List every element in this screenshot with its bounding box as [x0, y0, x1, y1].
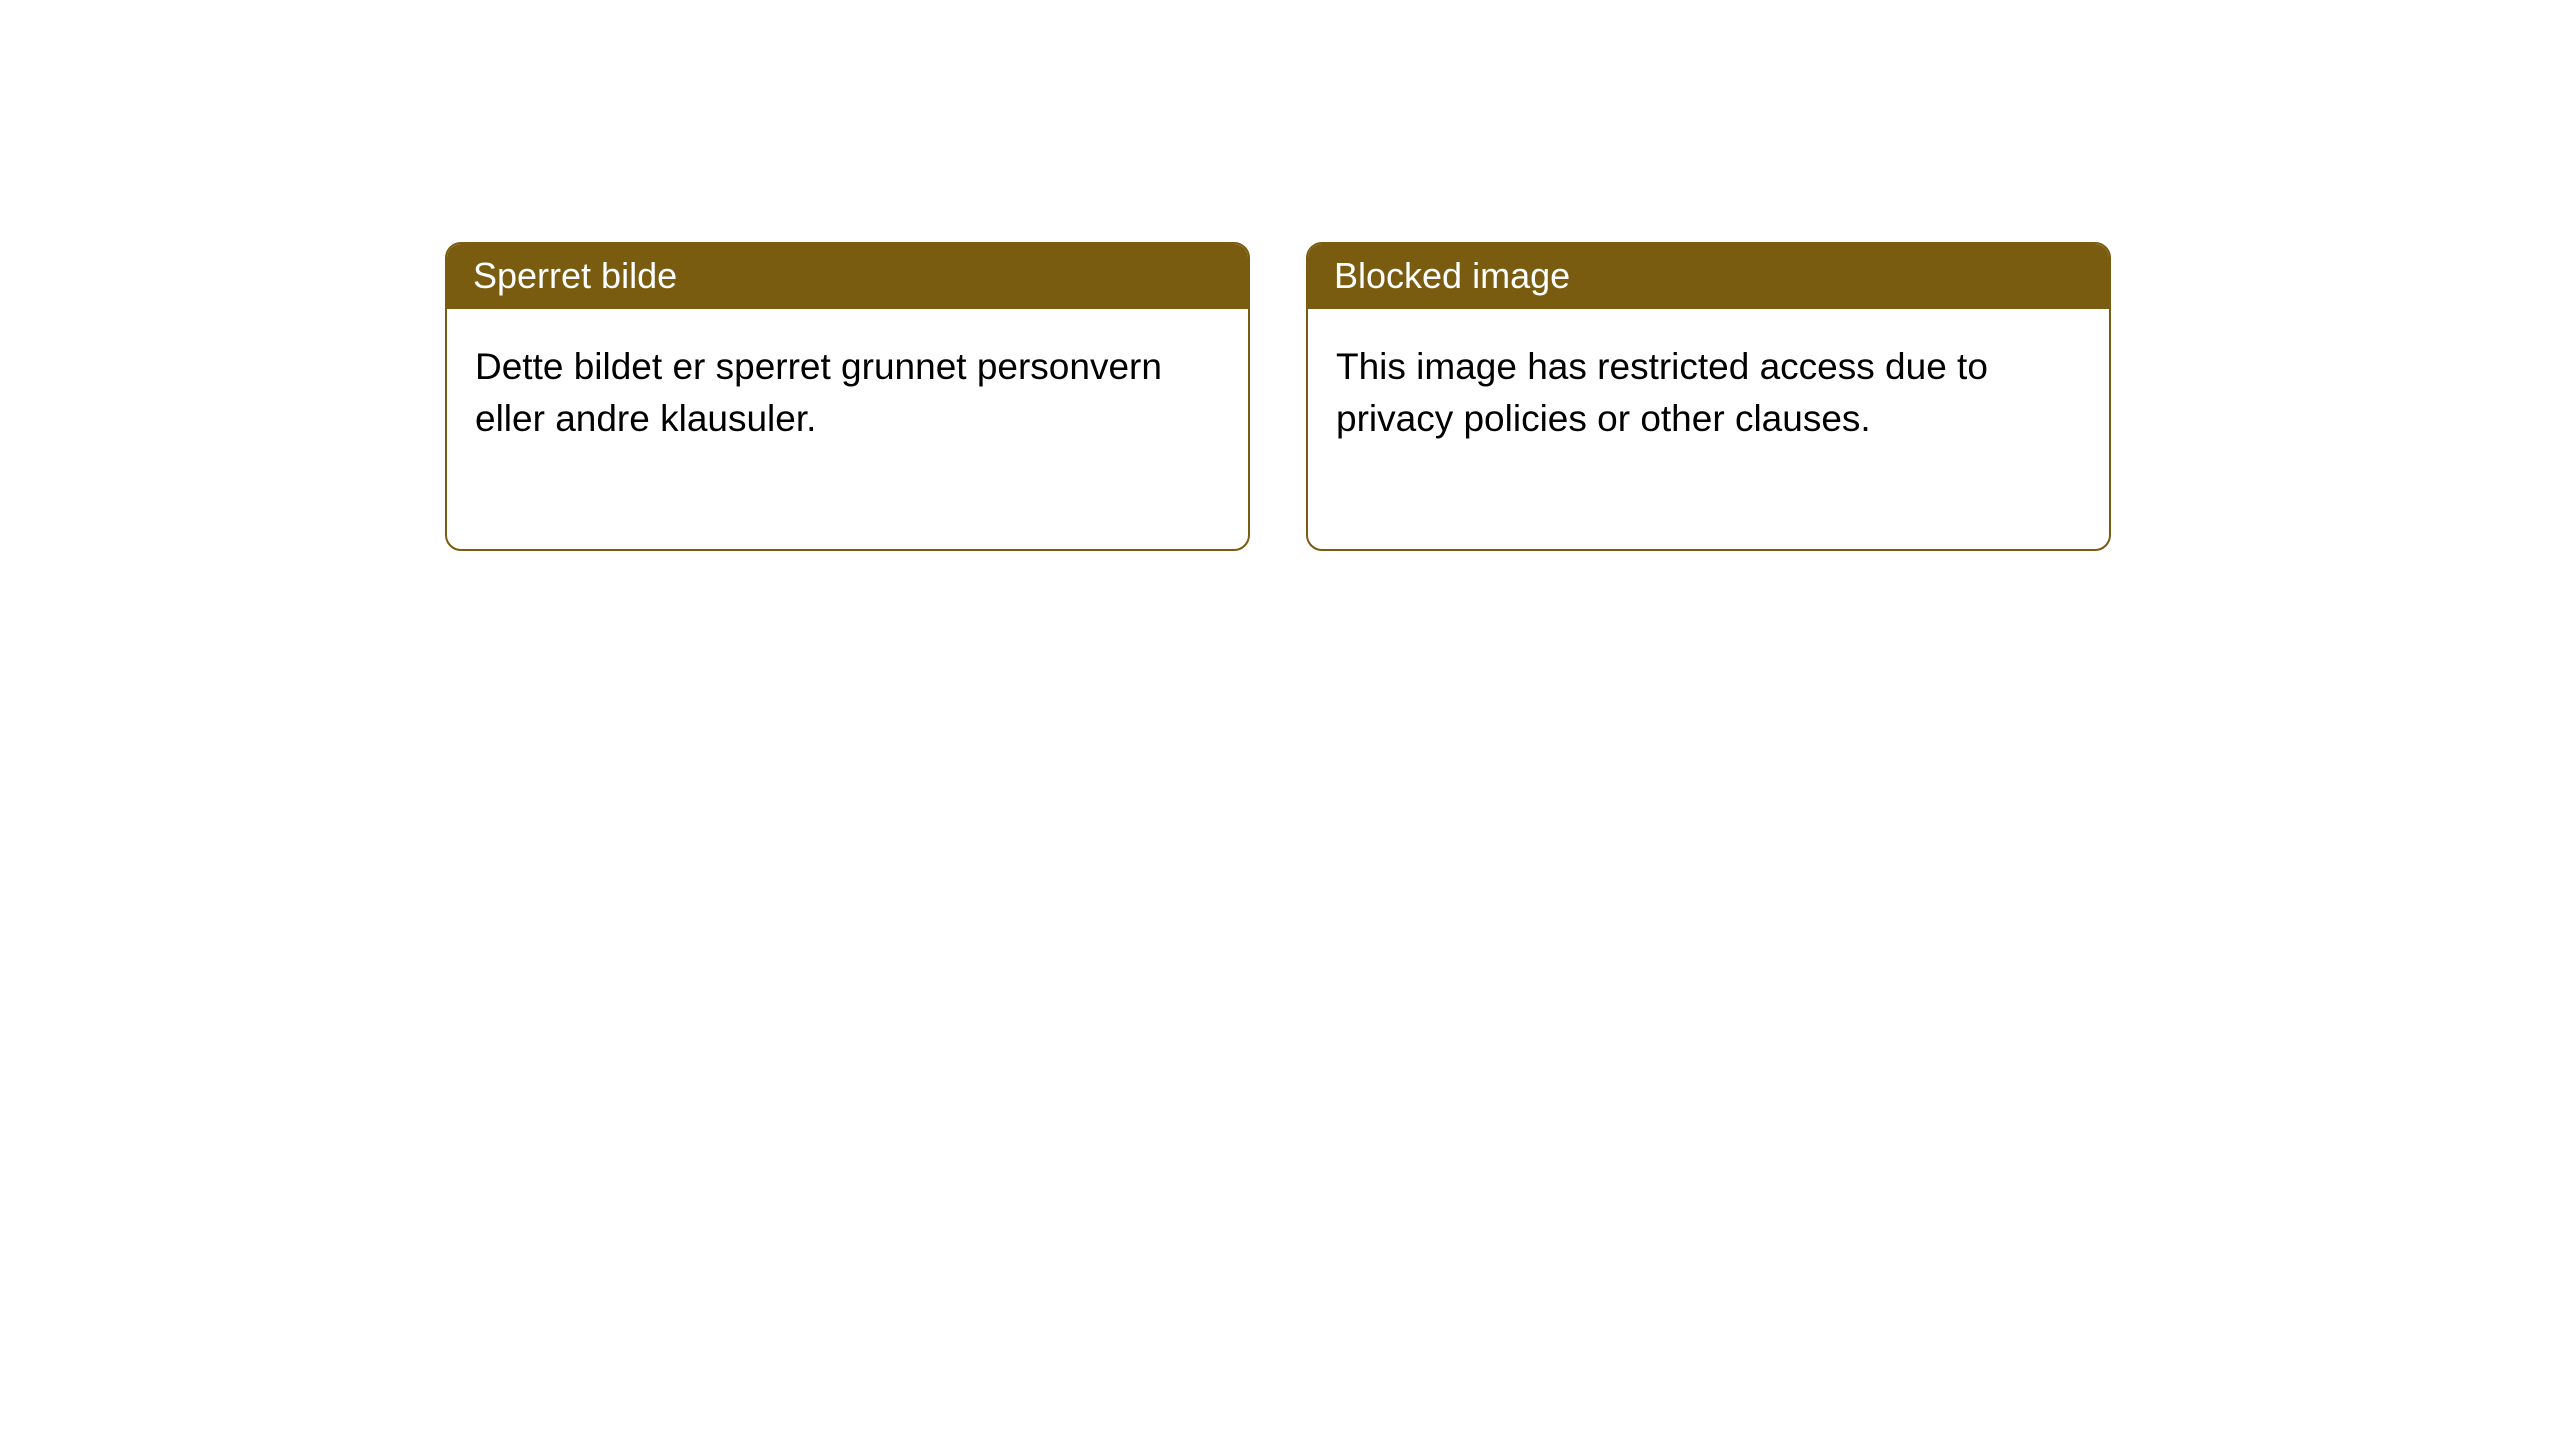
notice-title-english: Blocked image — [1308, 244, 2109, 309]
notice-card-english: Blocked image This image has restricted … — [1306, 242, 2111, 551]
notice-card-norwegian: Sperret bilde Dette bildet er sperret gr… — [445, 242, 1250, 551]
notice-title-norwegian: Sperret bilde — [447, 244, 1248, 309]
notice-container: Sperret bilde Dette bildet er sperret gr… — [0, 0, 2560, 551]
notice-body-norwegian: Dette bildet er sperret grunnet personve… — [447, 309, 1248, 549]
notice-body-english: This image has restricted access due to … — [1308, 309, 2109, 549]
